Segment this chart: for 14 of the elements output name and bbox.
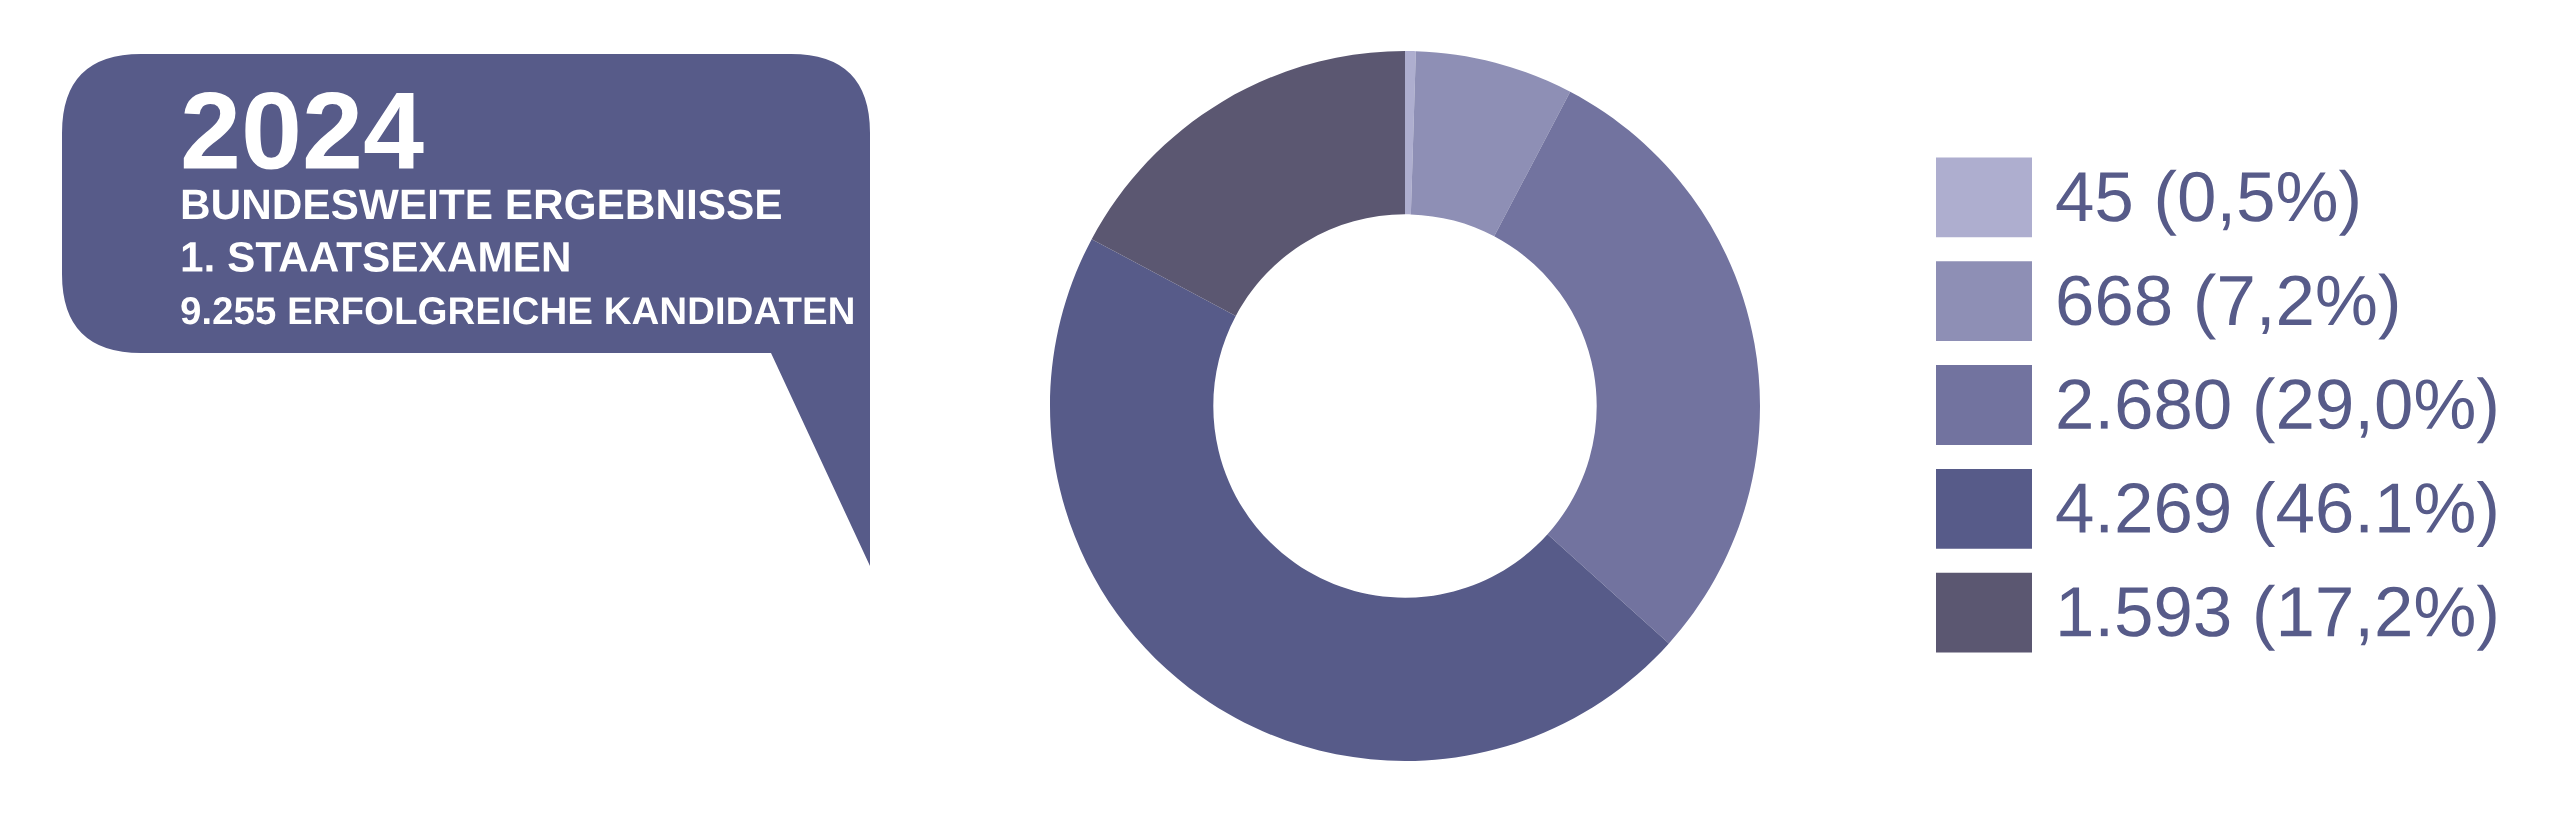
chart-title: 2024 [183,91,424,170]
donut-slice [1405,51,1416,215]
donut-slice [1050,239,1669,761]
text: 9.255 ERFOLGREICHE KANDIDATEN [181,297,853,325]
donut-slice [1410,51,1571,237]
legend-label: 45 (0,5%) [2056,169,2358,236]
legend-label: 4.269 (46.1%) [2056,481,2496,548]
legend-label: 668 (7,2%) [2058,273,2398,340]
legend-label: 2.680 (29,0%) [2058,377,2496,444]
legend-label: 1.593 (17,2%) [2060,584,2496,651]
text: BUNDESWEITE ERGEBNISSE [182,189,781,220]
donut-slice [1494,91,1760,644]
donut-slice [1091,51,1405,316]
text: 1. STAATSEXAMEN [182,241,569,272]
